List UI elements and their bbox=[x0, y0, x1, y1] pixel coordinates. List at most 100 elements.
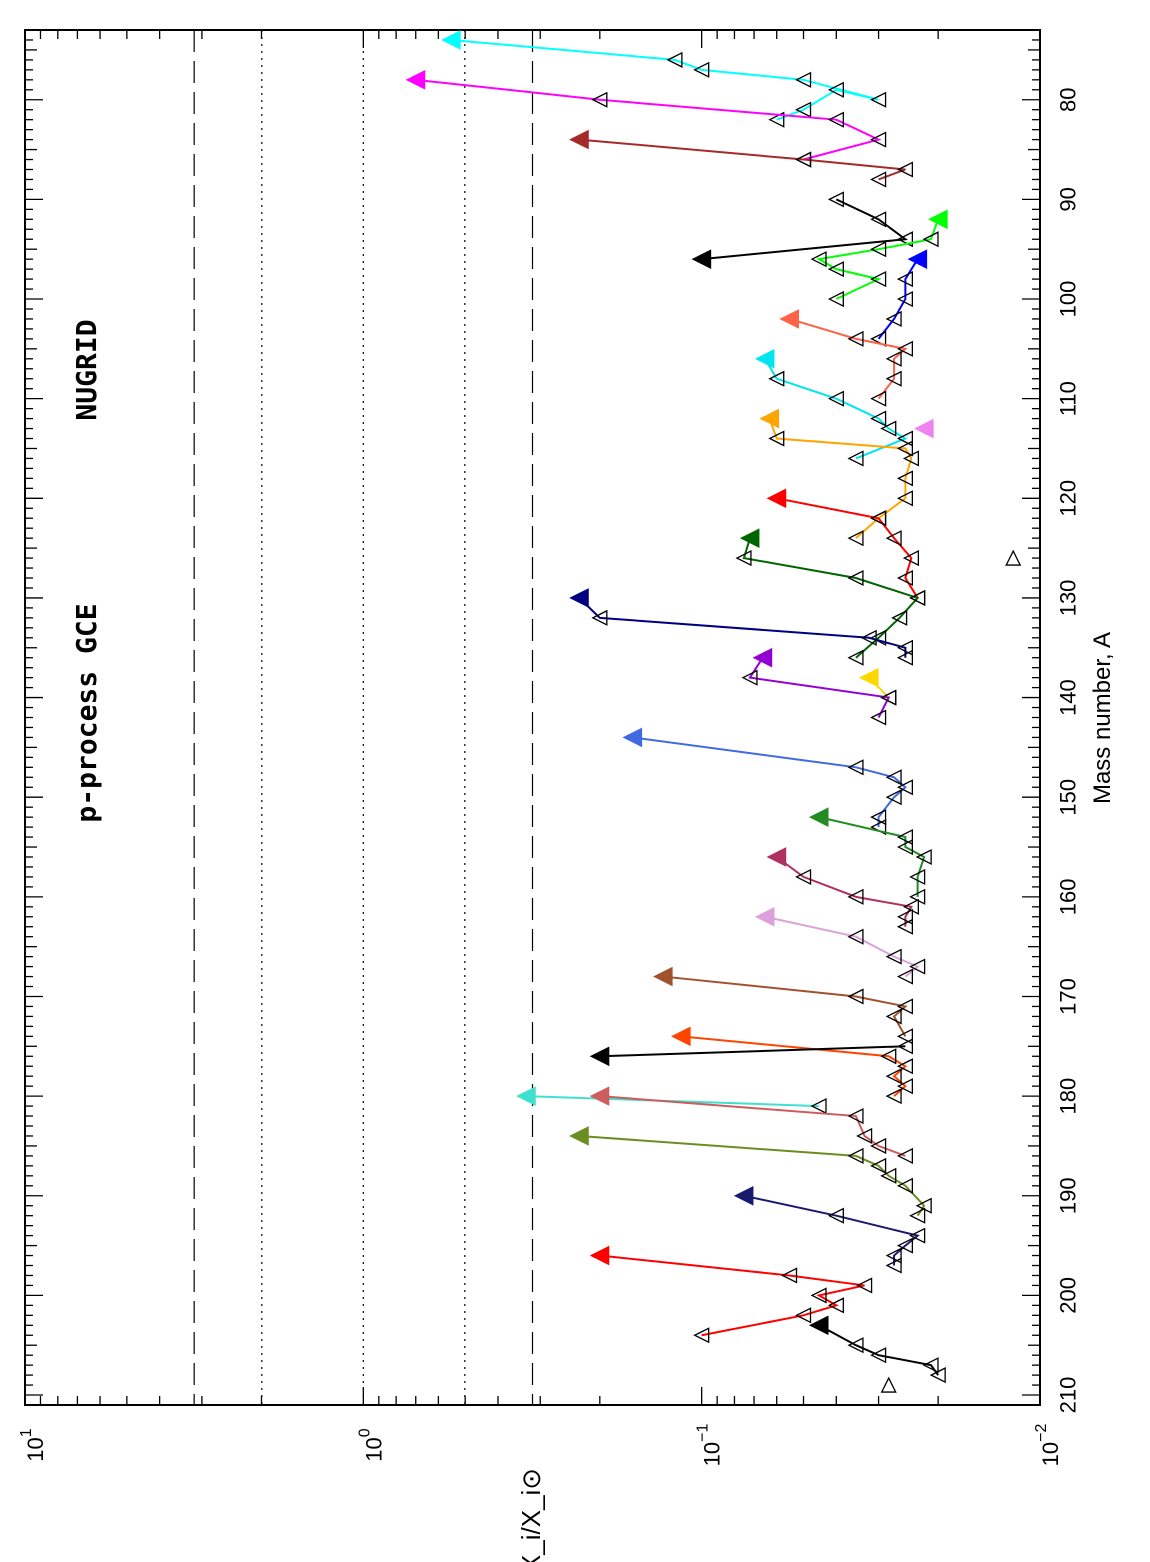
series-20 bbox=[671, 1026, 914, 1105]
series-head-marker bbox=[671, 1026, 691, 1047]
series-23 bbox=[589, 1086, 914, 1164]
series-line-5 bbox=[877, 258, 919, 340]
series-point-marker bbox=[741, 669, 758, 686]
series-24 bbox=[569, 1126, 932, 1224]
series-head-marker bbox=[766, 847, 787, 867]
series-point-marker bbox=[909, 958, 926, 975]
series-point-marker bbox=[870, 1347, 887, 1364]
y-axis: 101 100 10−1 10−2 bbox=[18, 30, 1063, 1466]
series-point-marker bbox=[847, 330, 864, 347]
series-line-19 bbox=[663, 975, 908, 1037]
series-head-marker bbox=[589, 1245, 610, 1266]
series-point-marker bbox=[591, 91, 608, 108]
series-line-16 bbox=[818, 816, 926, 897]
series-point-marker bbox=[847, 1147, 864, 1164]
series-head-marker bbox=[907, 249, 928, 269]
series-point-marker bbox=[870, 211, 887, 228]
series-point-marker bbox=[768, 111, 785, 128]
x-tick-label: 120 bbox=[1056, 480, 1081, 517]
annotation-nugrid: NUGRID bbox=[70, 319, 103, 420]
series-point-marker bbox=[896, 470, 914, 487]
series-point-marker bbox=[896, 968, 914, 985]
series-point-marker bbox=[827, 1207, 844, 1224]
series-point-marker bbox=[827, 81, 844, 98]
series-point-marker bbox=[896, 1038, 914, 1055]
series-point-marker bbox=[827, 390, 844, 407]
series-3 bbox=[691, 191, 914, 269]
x-tick-label: 110 bbox=[1056, 381, 1081, 416]
series-line-20 bbox=[681, 1035, 908, 1097]
x-tick-label: 200 bbox=[1056, 1277, 1081, 1314]
series-point-marker bbox=[880, 420, 897, 437]
series-point-marker bbox=[827, 290, 844, 308]
series-point-marker bbox=[896, 1078, 914, 1095]
series-point-marker bbox=[591, 609, 608, 626]
series-point-marker bbox=[847, 988, 864, 1005]
series-point-marker bbox=[880, 1167, 897, 1184]
series-point-marker bbox=[693, 1327, 710, 1344]
series-line-21 bbox=[599, 1045, 906, 1058]
series-line-3 bbox=[701, 198, 909, 261]
series-line-8 bbox=[768, 418, 913, 539]
x-tick-label: 100 bbox=[1056, 281, 1081, 318]
series-line-25 bbox=[743, 1194, 920, 1266]
series-0 bbox=[441, 30, 887, 128]
series-head-marker bbox=[766, 488, 787, 509]
series-line-18 bbox=[764, 915, 920, 978]
series-point-marker bbox=[880, 689, 897, 706]
series-point-marker bbox=[909, 868, 926, 885]
y-axis-title: X_i/X_i⊙ bbox=[516, 1468, 546, 1562]
series-point-marker bbox=[870, 390, 887, 407]
series-point-marker bbox=[870, 1137, 887, 1154]
series-head-marker bbox=[752, 647, 773, 668]
series-layer bbox=[405, 30, 948, 1384]
x-tick-label: 160 bbox=[1056, 878, 1081, 915]
series-point-marker bbox=[795, 71, 812, 88]
series-line-2 bbox=[579, 138, 906, 181]
series-head-marker bbox=[928, 209, 948, 230]
series-point-marker bbox=[896, 1237, 914, 1254]
series-line-1 bbox=[415, 78, 882, 161]
series-point-marker bbox=[847, 759, 864, 776]
x-tick-label: 210 bbox=[1056, 1377, 1081, 1414]
series-line-14 bbox=[748, 657, 891, 718]
series-27 bbox=[808, 1315, 946, 1384]
series-point-marker bbox=[827, 261, 844, 278]
marker-layer bbox=[880, 549, 1022, 1393]
series-head-marker bbox=[759, 408, 780, 429]
series-point-marker bbox=[795, 868, 812, 885]
series-head-marker bbox=[858, 667, 879, 688]
series-head-marker bbox=[739, 528, 760, 548]
reference-lines bbox=[193, 30, 534, 1405]
x-tick-label: 90 bbox=[1056, 187, 1081, 211]
series-line-10 bbox=[776, 497, 919, 599]
series-point-marker bbox=[827, 1297, 844, 1314]
series-point-marker bbox=[885, 350, 902, 367]
series-point-marker bbox=[795, 101, 812, 118]
series-point-marker bbox=[896, 290, 914, 308]
series-point-marker bbox=[885, 310, 902, 328]
standalone-marker bbox=[1005, 549, 1022, 566]
series-21 bbox=[589, 1038, 914, 1067]
series-point-marker bbox=[847, 569, 864, 587]
series-point-marker bbox=[896, 231, 914, 248]
series-point-marker bbox=[847, 450, 864, 467]
series-6 bbox=[779, 309, 914, 407]
series-point-marker bbox=[909, 1227, 926, 1244]
x-tick-label: 190 bbox=[1056, 1177, 1081, 1214]
series-point-marker bbox=[896, 1147, 914, 1164]
series-point-marker bbox=[870, 809, 887, 826]
series-point-marker bbox=[885, 948, 902, 965]
x-tick-label: 130 bbox=[1056, 580, 1081, 617]
series-14 bbox=[741, 647, 897, 726]
series-point-marker bbox=[795, 1307, 812, 1324]
annotation-gce: p-process GCE bbox=[70, 603, 103, 822]
x-axis-title: Mass number, A bbox=[1089, 632, 1116, 804]
series-point-marker bbox=[885, 1088, 902, 1105]
series-point-marker bbox=[870, 241, 887, 258]
series-head-marker bbox=[622, 727, 643, 748]
series-point-marker bbox=[902, 550, 920, 567]
series-13 bbox=[858, 667, 897, 706]
series-point-marker bbox=[870, 271, 887, 288]
